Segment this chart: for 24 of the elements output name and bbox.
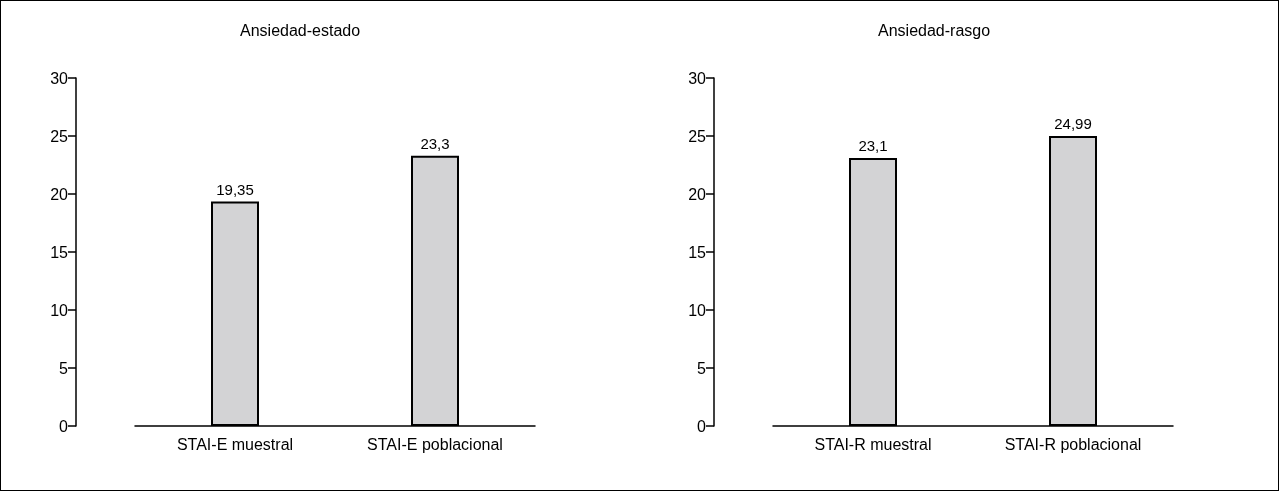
- y-tick-label: 0: [59, 417, 69, 435]
- x-tick-label: STAI-E poblacional: [367, 435, 503, 453]
- y-tick-label: 5: [59, 359, 69, 377]
- x-tick-label: STAI-E muestral: [176, 435, 294, 453]
- y-tick-label: 10: [50, 301, 69, 319]
- data-label: 23,3: [420, 134, 450, 152]
- x-tick-label: STAI-R muestral: [814, 435, 932, 453]
- chart-title: Ansiedad-rasgo: [878, 21, 991, 39]
- chart-title: Ansiedad-estado: [240, 21, 361, 39]
- y-tick-label: 15: [50, 243, 69, 261]
- y-tick-label: 30: [50, 69, 69, 87]
- data-label: 23,1: [858, 137, 888, 155]
- y-tick-label: 25: [50, 127, 69, 145]
- x-tick-label: STAI-R poblacional: [1004, 435, 1142, 453]
- y-tick-label: 20: [688, 185, 707, 203]
- y-tick-label: 30: [688, 69, 707, 87]
- y-tick-label: 5: [697, 359, 707, 377]
- y-tick-label: 0: [697, 417, 707, 435]
- y-tick-label: 10: [688, 301, 707, 319]
- y-tick-label: 20: [50, 185, 69, 203]
- data-label: 19,35: [216, 180, 254, 198]
- y-tick-label: 25: [688, 127, 707, 145]
- data-label: 24,99: [1054, 115, 1092, 133]
- y-tick-label: 15: [688, 243, 707, 261]
